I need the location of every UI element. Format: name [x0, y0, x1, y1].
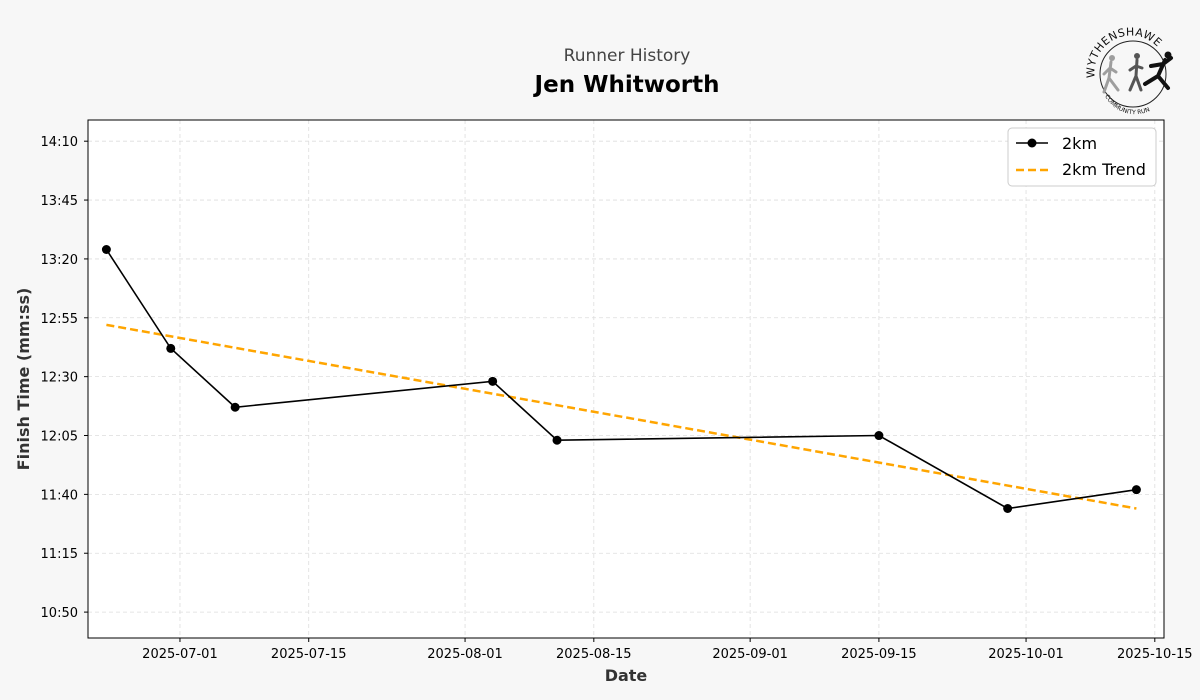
x-axis-label: Date: [605, 666, 648, 685]
y-tick-label: 11:40: [41, 488, 78, 503]
wythenshawe-logo: WYTHENSHAWE COMMUNITY RUN: [1085, 26, 1173, 116]
data-point-2km: [874, 431, 884, 441]
y-tick-label: 13:45: [41, 194, 78, 209]
legend-label-2km-trend: 2km Trend: [1062, 160, 1146, 179]
data-point-2km: [166, 343, 176, 353]
y-tick-label: 14:10: [41, 135, 78, 150]
x-tick-label: 2025-09-15: [841, 647, 917, 662]
data-point-2km: [1003, 504, 1013, 513]
x-tick-label: 2025-07-15: [271, 647, 347, 662]
x-tick-label: 2025-09-01: [712, 647, 788, 662]
y-tick-label: 11:15: [41, 547, 78, 562]
x-tick-label: 2025-08-01: [427, 647, 503, 662]
data-point-2km: [230, 402, 240, 412]
data-point-2km: [488, 376, 498, 386]
legend-marker-2km: [1027, 138, 1037, 148]
y-tick-label: 12:55: [41, 312, 78, 327]
x-tick-label: 2025-10-01: [988, 647, 1064, 662]
x-tick-label: 2025-08-15: [556, 647, 632, 662]
series-line-2km-trend: [106, 323, 1137, 510]
y-tick-label: 12:05: [41, 430, 78, 445]
y-axis-label: Finish Time (mm:ss): [14, 288, 33, 471]
y-tick-label: 12:30: [41, 371, 78, 386]
y-tick-label: 10:50: [41, 606, 78, 621]
plot-area: [88, 120, 1164, 638]
data-point-2km: [1131, 485, 1141, 495]
plot-frame: [87, 119, 1165, 639]
chart-subtitle: Runner History: [563, 46, 691, 66]
data-point-2km: [552, 435, 562, 445]
y-tick-label: 13:20: [41, 253, 78, 268]
runner-figure-dark: [1143, 51, 1173, 90]
chart-title: Jen Whitworth: [534, 72, 720, 98]
x-tick-label: 2025-10-15: [1117, 647, 1193, 662]
data-point-2km: [101, 245, 111, 254]
runner-figure-mid: [1128, 53, 1144, 92]
runner-figure-light: [1102, 55, 1120, 94]
x-tick-label: 2025-07-01: [142, 647, 218, 662]
series-line-2km: [105, 249, 1137, 510]
legend-label-2km: 2km: [1062, 134, 1097, 153]
